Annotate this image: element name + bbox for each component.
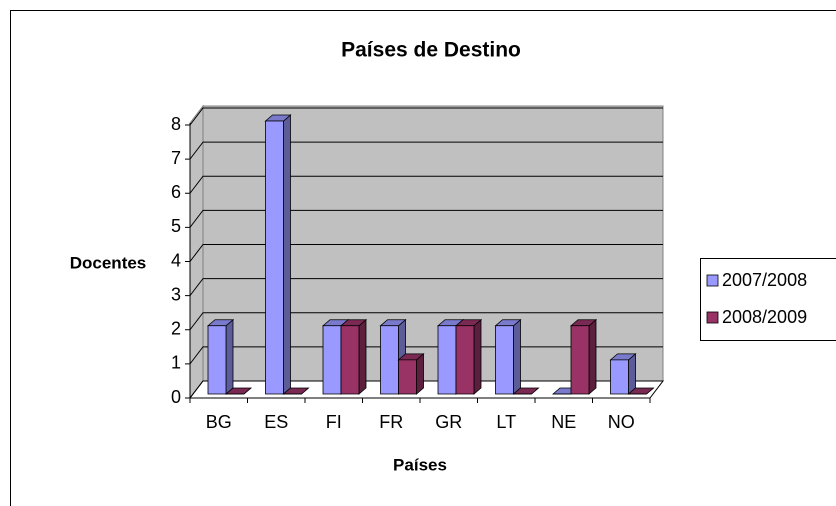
bar-front [455, 325, 475, 395]
bar-front [495, 325, 514, 395]
chart-title: Países de Destino [341, 39, 521, 62]
grid-line [189, 244, 663, 262]
legend-swatch [706, 274, 719, 287]
bar [512, 387, 540, 395]
grid-line [189, 107, 663, 126]
bar-side [225, 318, 234, 395]
bar-front [322, 325, 342, 395]
bar [339, 318, 368, 395]
bar-side [416, 353, 424, 395]
bar-front [398, 359, 417, 395]
y-tick-label: 8 [171, 114, 181, 134]
x-tick-label: NO [608, 412, 635, 432]
x-tick-label: FR [379, 412, 403, 432]
x-tick-label: GR [435, 412, 462, 432]
bar [206, 318, 235, 395]
bar [494, 318, 522, 395]
bar-side [283, 114, 291, 395]
bar-side [588, 318, 597, 395]
legend-swatch [706, 311, 719, 324]
bar-front [570, 325, 590, 395]
bar [454, 318, 483, 395]
bar [264, 114, 292, 395]
x-tick-label: NE [551, 412, 576, 432]
bar [609, 353, 637, 395]
bar [397, 353, 425, 395]
grid-line [189, 278, 663, 296]
bar [224, 387, 253, 395]
bar-front [610, 359, 629, 395]
bar-side [358, 318, 367, 395]
grid-line [189, 141, 663, 160]
y-tick-label: 3 [171, 284, 181, 304]
y-tick-label: 2 [171, 319, 181, 339]
legend-box [700, 258, 836, 341]
y-tick-label: 6 [171, 182, 181, 202]
grid-line [189, 175, 663, 194]
bar-side [513, 318, 521, 395]
y-tick-label: 1 [171, 353, 181, 373]
x-tick-label: FI [326, 412, 342, 432]
bar-side [473, 318, 482, 395]
bar-front [207, 325, 227, 395]
side-wall [189, 104, 204, 400]
bar [569, 318, 598, 395]
grid-line [189, 209, 663, 228]
y-tick-label: 5 [171, 216, 181, 236]
legend-label: 2007/2008 [722, 270, 807, 290]
bar [627, 387, 655, 395]
x-axis-label: Países [393, 455, 447, 474]
bar-front [437, 325, 457, 395]
bar-front [265, 120, 284, 395]
bar-front [380, 325, 399, 395]
y-tick-label: 4 [171, 250, 181, 270]
x-tick-label: ES [264, 412, 288, 432]
x-tick-label: LT [496, 412, 516, 432]
grid-line [189, 312, 663, 331]
legend-label: 2008/2009 [722, 307, 807, 327]
x-tick-label: BG [206, 412, 232, 432]
bar-front [340, 325, 360, 395]
y-tick-label: 7 [171, 148, 181, 168]
y-tick-label: 0 [171, 387, 181, 407]
bar-side [628, 353, 636, 395]
y-axis-label: Docentes [70, 253, 147, 272]
bar [282, 387, 310, 395]
